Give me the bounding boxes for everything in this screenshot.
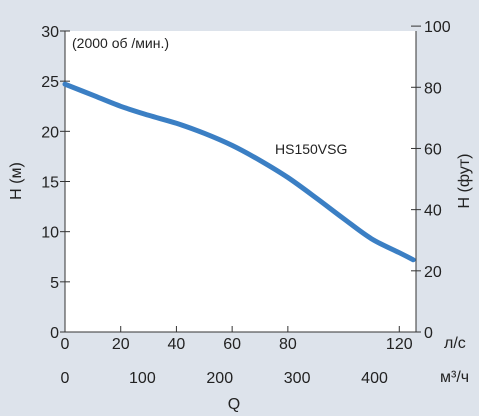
y-right-tick-label: 40 [424, 203, 442, 220]
y-left-tick-label: 0 [50, 325, 59, 342]
y-right-tick-label: 20 [424, 264, 442, 281]
series-line-hs150vsg [62, 81, 416, 263]
x-bottom-tick-label: 300 [284, 370, 311, 387]
plot-area [65, 31, 416, 332]
x-top-tick-label: 80 [279, 336, 297, 353]
x-top-tick-label: 40 [168, 336, 186, 353]
x-axis-title: Q [228, 396, 240, 413]
y-left-tick-label: 10 [41, 225, 59, 242]
series-label: HS150VSG [275, 141, 347, 157]
y-left-tick-label: 20 [41, 124, 59, 141]
y-right-tick-label: 0 [424, 325, 433, 342]
y-right-tick-label: 60 [424, 141, 442, 158]
y-left-tick-label: 25 [41, 74, 59, 91]
x-top-unit-label: л/с [444, 335, 466, 352]
x-bottom-tick-label: 400 [361, 370, 388, 387]
y-right-tick-label: 80 [424, 80, 442, 97]
x-bottom-unit-label: м³/ч [440, 369, 469, 386]
x-top-tick-label: 20 [112, 336, 130, 353]
speed-annotation: (2000 об /мин.) [72, 35, 169, 51]
x-top-tick-label: 0 [61, 336, 70, 353]
y-axis-left-title: H (м) [8, 162, 25, 200]
y-left-tick-label: 30 [41, 24, 59, 41]
x-bottom-tick-label: 100 [129, 370, 156, 387]
x-top-tick-label: 120 [386, 336, 413, 353]
y-left-tick-label: 5 [50, 275, 59, 292]
y-left-tick-label: 15 [41, 175, 59, 192]
y-right-tick-label: 100 [424, 19, 451, 36]
x-bottom-tick-label: 0 [61, 370, 70, 387]
y-axis-right-title: H (фут) [456, 154, 473, 209]
x-top-tick-label: 60 [223, 336, 241, 353]
x-bottom-tick-label: 200 [206, 370, 233, 387]
